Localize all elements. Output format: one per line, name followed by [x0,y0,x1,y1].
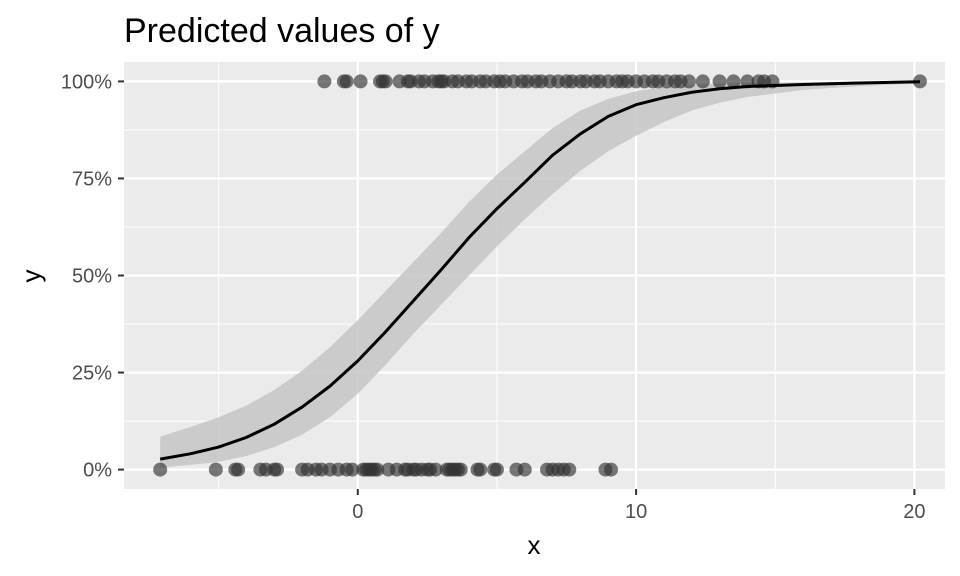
data-point [453,462,468,477]
x-tick-label: 0 [352,501,363,523]
data-point [428,462,443,477]
data-point [562,462,577,477]
data-point [153,462,168,477]
y-axis-title: y [16,270,46,283]
x-tick-label: 10 [625,501,647,523]
x-axis: 0 10 20 [352,489,926,523]
confidence-band [160,81,920,468]
data-point [378,74,393,89]
data-point [517,462,532,477]
y-tick-label: 25% [72,363,112,385]
chart-title: Predicted values of y [124,12,440,50]
data-point [912,74,927,89]
data-point [726,74,741,89]
data-point [712,74,727,89]
data-point [270,462,285,477]
y-tick-label: 0% [83,460,112,482]
data-point [695,74,710,89]
data-point [489,462,504,477]
y-tick-label: 100% [61,71,112,93]
data-point [473,462,488,477]
x-tick-label: 20 [903,501,925,523]
data-point [345,462,360,477]
data-point [353,74,368,89]
data-point [208,462,223,477]
data-point [370,462,385,477]
data-point [681,74,696,89]
y-tick-label: 75% [72,168,112,190]
data-point [317,74,332,89]
data-point [231,462,246,477]
data-points [153,74,927,477]
y-axis: 0% 25% 50% 75% 100% [61,71,124,482]
data-point [339,74,354,89]
x-axis-title: x [528,530,541,560]
data-point [604,462,619,477]
prediction-line [159,80,920,461]
y-tick-label: 50% [72,266,112,288]
